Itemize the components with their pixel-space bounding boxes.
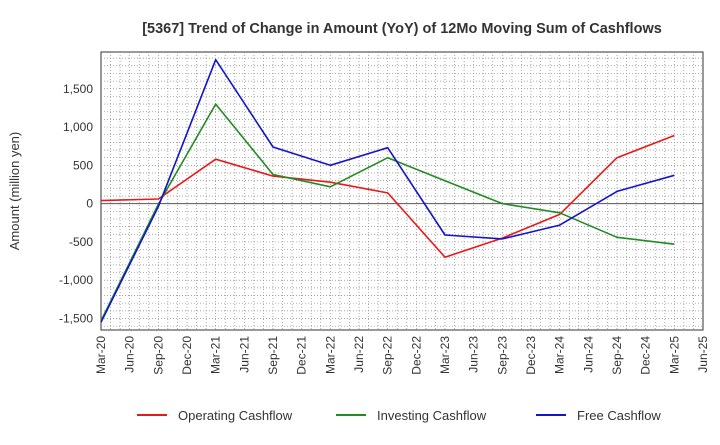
x-tick-label: Mar-25	[667, 336, 681, 374]
y-tick-labels: 1,500 1,000 500 0 -500 -1,000 -1,500	[59, 82, 93, 326]
x-tick-label: Sep-23	[495, 336, 509, 375]
x-tick-label: Sep-22	[381, 336, 395, 375]
x-tick-label: Dec-21	[295, 336, 309, 375]
legend: Operating Cashflow Investing Cashflow Free…	[137, 408, 661, 423]
x-tick-label: Sep-20	[151, 336, 165, 375]
x-tick-label: Dec-23	[524, 336, 538, 375]
y-tick-label: 1,500	[63, 82, 93, 96]
x-tick-label: Mar-23	[438, 336, 452, 374]
x-tick-label: Jun-21	[237, 336, 251, 373]
legend-label: Operating Cashflow	[178, 408, 293, 423]
legend-label: Investing Cashflow	[377, 408, 487, 423]
y-tick-label: 1,000	[63, 120, 93, 134]
legend-label: Free Cashflow	[577, 408, 661, 423]
y-tick-label: 500	[73, 158, 93, 172]
grid-layer	[101, 52, 703, 330]
legend-item: Operating Cashflow	[137, 408, 293, 423]
y-tick-label: -1,000	[59, 273, 93, 287]
x-tick-label: Sep-21	[266, 336, 280, 375]
legend-item: Free Cashflow	[536, 408, 661, 423]
series-layer	[100, 58, 675, 323]
x-tick-label: Sep-24	[610, 336, 624, 375]
y-axis-label: Amount (million yen)	[7, 132, 22, 251]
x-tick-label: Dec-20	[180, 336, 194, 375]
y-tick-label: -1,500	[59, 312, 93, 326]
series-line	[100, 58, 675, 323]
x-tick-label: Mar-21	[209, 336, 223, 374]
x-tick-label: Jun-25	[696, 336, 710, 373]
y-tick-label: -500	[69, 235, 93, 249]
series-line	[100, 103, 675, 322]
chart-title: [5367] Trend of Change in Amount (YoY) o…	[142, 21, 662, 37]
x-tick-label: Jun-20	[123, 336, 137, 373]
x-tick-label: Mar-24	[553, 336, 567, 374]
x-tick-label: Jun-23	[467, 336, 481, 373]
x-tick-label: Dec-24	[639, 336, 653, 375]
series-line	[100, 134, 675, 259]
legend-item: Investing Cashflow	[336, 408, 487, 423]
x-tick-labels: Mar-20 Jun-20 Sep-20 Dec-20 Mar-21 Jun-21 Sep-…	[94, 336, 710, 375]
x-tick-label: Jun-24	[581, 336, 595, 373]
x-tick-label: Mar-20	[94, 336, 108, 374]
plot-area	[100, 51, 704, 331]
y-tick-label: 0	[86, 197, 93, 211]
x-tick-label: Jun-22	[352, 336, 366, 373]
x-tick-label: Mar-22	[323, 336, 337, 374]
x-tick-label: Dec-22	[409, 336, 423, 375]
